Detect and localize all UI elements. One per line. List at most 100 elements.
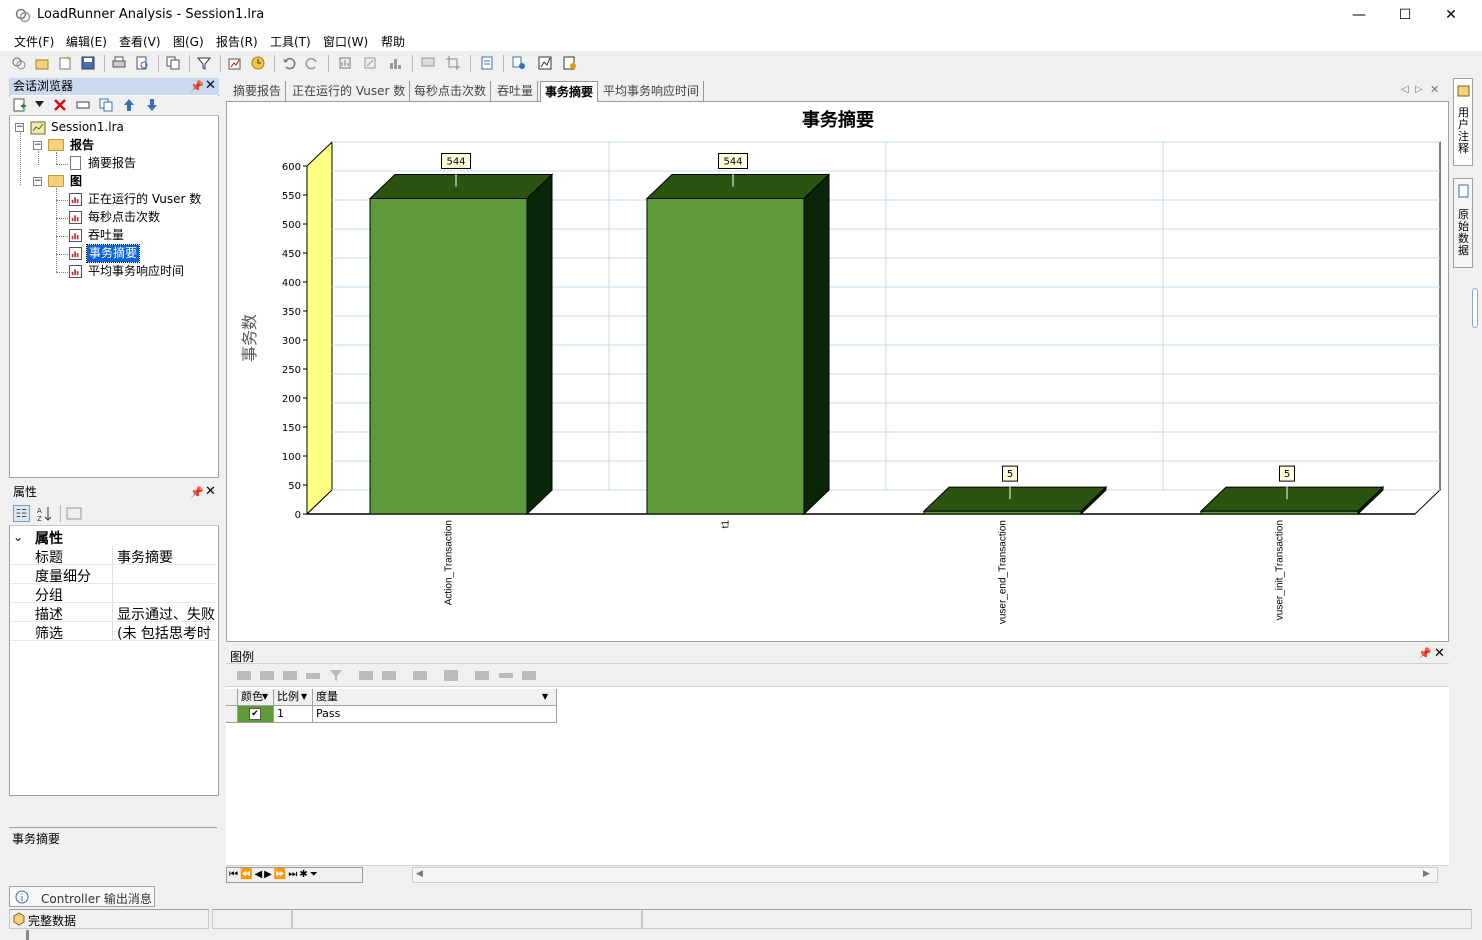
tab-scroll-right-icon[interactable]: ▷: [1415, 84, 1423, 95]
filter-icon[interactable]: [328, 668, 344, 683]
property-pages-icon[interactable]: [66, 506, 83, 521]
prev-record-icon[interactable]: ◀: [254, 869, 265, 880]
record-navigator[interactable]: ⏮⏪◀▶⏩⏭✱⏷: [226, 867, 363, 883]
tab-running-vusers[interactable]: 正在运行的 Vuser 数: [288, 81, 411, 102]
column-dropdown-icon[interactable]: ▼: [542, 692, 549, 701]
collapse-icon[interactable]: −: [33, 176, 42, 186]
sidebar-handle[interactable]: [1472, 288, 1478, 328]
menu-file[interactable]: 文件(F): [14, 35, 55, 49]
column-header-scale[interactable]: 比例: [274, 689, 313, 706]
menu-help[interactable]: 帮助: [381, 35, 406, 49]
property-value[interactable]: 显示通过、失败: [117, 607, 215, 623]
menu-view[interactable]: 查看(V): [119, 35, 161, 49]
legend-tool-icon[interactable]: [381, 668, 397, 683]
correlate-icon[interactable]: [362, 55, 378, 71]
session-icon[interactable]: [11, 55, 27, 71]
collapse-category-icon[interactable]: ⌄: [13, 530, 24, 544]
rename-icon[interactable]: [76, 99, 90, 111]
legend-tool-icon[interactable]: [443, 668, 459, 683]
add-graph-icon[interactable]: [227, 55, 243, 71]
tree-graphs-folder[interactable]: 图: [70, 174, 83, 188]
property-row[interactable]: 标题 事务摘要: [10, 546, 217, 566]
print-preview-icon[interactable]: [134, 55, 150, 71]
checkbox-icon[interactable]: ✔: [249, 708, 261, 720]
property-row[interactable]: 度量细分: [10, 565, 217, 585]
legend-tool-icon[interactable]: [358, 668, 374, 683]
collapse-icon[interactable]: −: [33, 140, 42, 150]
open-icon[interactable]: [34, 55, 50, 71]
tab-scroll-left-icon[interactable]: ◁: [1401, 84, 1409, 95]
legend-tool-icon[interactable]: [305, 668, 321, 683]
legend-tool-icon[interactable]: [236, 668, 252, 683]
tree-graph-hits-per-second[interactable]: 每秒点击次数: [88, 210, 161, 224]
export-icon[interactable]: [511, 55, 527, 71]
controller-output-tab[interactable]: Controller 输出消息: [9, 886, 155, 907]
column-header-measure[interactable]: 度量: [313, 689, 557, 706]
row-selector-header[interactable]: [226, 689, 238, 706]
pin-icon[interactable]: 📌: [190, 486, 204, 499]
tree-root-session[interactable]: Session1.lra: [51, 120, 124, 134]
comments-icon[interactable]: [420, 55, 436, 71]
pin-icon[interactable]: 📌: [190, 80, 204, 93]
legend-tool-icon[interactable]: [521, 668, 537, 683]
raw-data-tab[interactable]: 原始数据: [1453, 178, 1473, 268]
pin-icon[interactable]: 📌: [1418, 647, 1432, 660]
legend-tool-icon[interactable]: [282, 668, 298, 683]
tab-close-icon[interactable]: ✕: [1430, 83, 1440, 96]
tree-graph-running-vusers[interactable]: 正在运行的 Vuser 数: [88, 192, 202, 206]
maximize-button[interactable]: ☐: [1398, 7, 1412, 23]
legend-color-cell[interactable]: ✔: [238, 706, 274, 723]
analyze-icon[interactable]: [250, 55, 266, 71]
dropdown-arrow-icon[interactable]: [35, 101, 44, 109]
property-value[interactable]: (未 包括思考时: [117, 626, 211, 642]
redo-icon[interactable]: [304, 55, 320, 71]
copy-icon[interactable]: [165, 55, 181, 71]
menu-graph[interactable]: 图(G): [173, 35, 204, 49]
add-graph-icon[interactable]: [13, 98, 27, 112]
delete-icon[interactable]: [53, 98, 67, 112]
move-up-icon[interactable]: [122, 98, 136, 112]
property-row[interactable]: 筛选 (未 包括思考时: [10, 622, 217, 642]
next-page-icon[interactable]: ⏩: [273, 869, 289, 880]
tab-avg-response-time[interactable]: 平均事务响应时间: [599, 81, 705, 102]
tree-reports-folder[interactable]: 报告: [70, 138, 95, 152]
tab-throughput[interactable]: 吞吐量: [493, 81, 539, 102]
close-button[interactable]: ✕: [1445, 7, 1457, 23]
menu-tools[interactable]: 工具(T): [270, 35, 311, 49]
tree-graph-transaction-summary[interactable]: 事务摘要: [85, 244, 141, 263]
filter-icon[interactable]: ⏷: [309, 869, 320, 880]
sort-alphabetical-icon[interactable]: AZ: [36, 505, 53, 522]
horizontal-scrollbar[interactable]: ◀ ▶: [412, 867, 1438, 883]
property-value[interactable]: 事务摘要: [117, 550, 173, 566]
tab-transaction-summary[interactable]: 事务摘要: [540, 81, 599, 102]
tree-graph-throughput[interactable]: 吞吐量: [88, 228, 125, 242]
move-down-icon[interactable]: [145, 98, 159, 112]
filter-icon[interactable]: [196, 55, 212, 71]
close-panel-icon[interactable]: ✕: [205, 484, 216, 499]
menu-window[interactable]: 窗口(W): [323, 35, 369, 49]
categorized-icon[interactable]: [13, 505, 30, 522]
column-dropdown-icon[interactable]: ▼: [301, 692, 308, 701]
scroll-right-icon[interactable]: ▶: [1423, 869, 1430, 879]
menu-edit[interactable]: 编辑(E): [66, 35, 107, 49]
new-icon[interactable]: [57, 55, 73, 71]
close-panel-icon[interactable]: ✕: [205, 78, 216, 93]
save-icon[interactable]: [80, 55, 96, 71]
print-icon[interactable]: [111, 55, 127, 71]
scroll-left-icon[interactable]: ◀: [416, 869, 423, 879]
next-record-icon[interactable]: ▶: [264, 869, 274, 880]
prev-page-icon[interactable]: ⏪: [240, 869, 255, 880]
legend-tool-icon[interactable]: [498, 668, 514, 683]
last-record-icon[interactable]: ⏭: [288, 869, 300, 880]
undo-icon[interactable]: [281, 55, 297, 71]
report-icon[interactable]: [479, 55, 495, 71]
graph-window-icon[interactable]: [537, 55, 553, 71]
new-record-icon[interactable]: ✱: [299, 869, 310, 880]
legend-tool-icon[interactable]: [412, 668, 428, 683]
close-panel-icon[interactable]: ✕: [1434, 646, 1445, 661]
menu-report[interactable]: 报告(R): [216, 35, 258, 49]
legend-tool-icon[interactable]: [259, 668, 275, 683]
property-row[interactable]: 分组: [10, 584, 217, 604]
row-selector[interactable]: [226, 706, 238, 723]
column-dropdown-icon[interactable]: ▼: [262, 692, 269, 701]
